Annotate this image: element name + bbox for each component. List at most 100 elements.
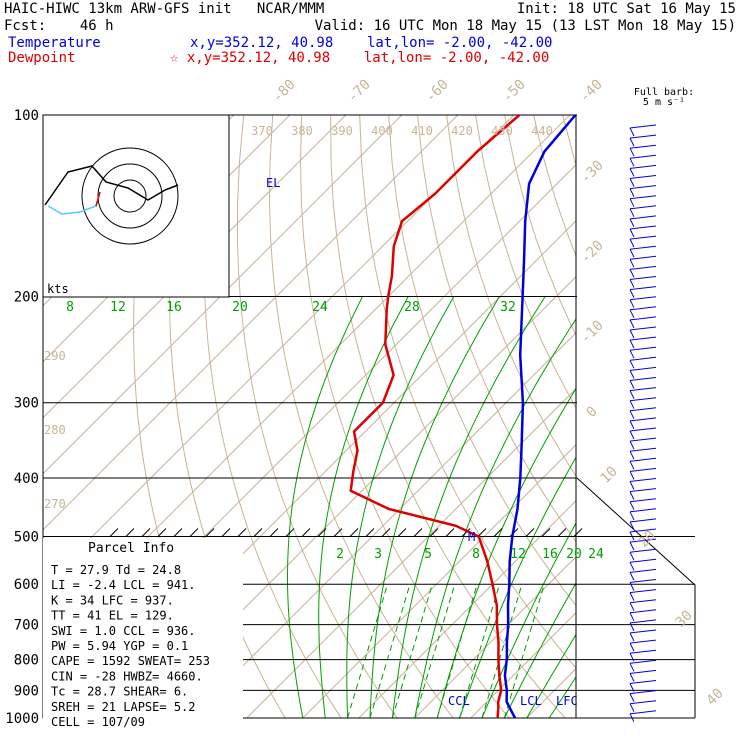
wind-barb-flag xyxy=(629,491,635,500)
dry-adiabat xyxy=(268,115,454,718)
wind-barb xyxy=(629,467,657,472)
wind-barb-flag xyxy=(629,289,635,298)
barb-legend-units: 5 m s⁻¹ xyxy=(643,97,685,108)
wind-barb xyxy=(629,154,657,159)
wind-barb-flag xyxy=(629,380,635,389)
pressure-tick-label: 300 xyxy=(14,396,39,412)
pressure-tick-label: 500 xyxy=(14,529,39,545)
wind-barb-flag xyxy=(629,400,635,409)
wind-barb-flag xyxy=(629,461,635,470)
wind-barb xyxy=(629,205,657,210)
hatch-mark xyxy=(205,528,215,537)
wind-barb-flag xyxy=(629,572,635,581)
wind-barb-flag xyxy=(629,440,635,450)
dewpoint-legend: Dewpoint xyxy=(8,50,76,66)
wind-barb xyxy=(629,225,657,230)
wind-barb xyxy=(629,366,657,371)
wind-barb xyxy=(629,245,657,250)
mixing-ratio-line xyxy=(369,584,411,718)
hatch-mark xyxy=(269,528,279,537)
dry-adiabat xyxy=(533,115,576,257)
wind-barb-flag xyxy=(629,370,635,379)
parcel-info-row: CELL = 107/09 xyxy=(51,715,145,729)
wind-barb xyxy=(629,478,657,482)
mixing-ratio-label: 2 xyxy=(336,547,344,562)
wind-barb xyxy=(629,508,657,513)
hatch-mark xyxy=(541,528,551,537)
pressure-tick-label: 600 xyxy=(14,577,39,593)
isotherm-line xyxy=(43,115,459,531)
parcel-info-row: SREH = 21 LAPSE= 5.2 xyxy=(51,700,196,714)
wind-barb xyxy=(629,538,657,543)
wind-barb-flag xyxy=(629,703,635,712)
wind-barb-flag xyxy=(629,390,635,399)
wind-barb xyxy=(629,387,657,392)
wind-barb-flag xyxy=(629,147,635,157)
hatch-mark xyxy=(301,528,311,537)
moist-adiabat xyxy=(346,296,455,718)
wind-barb xyxy=(629,276,657,280)
wind-barb xyxy=(629,579,657,583)
wind-barb-flag xyxy=(629,127,635,137)
mixing-ratio-label: 3 xyxy=(374,547,382,562)
isotherm-label: -60 xyxy=(423,77,452,106)
isotherm-line xyxy=(43,115,515,587)
wind-barb-flag xyxy=(629,420,635,430)
hodograph-ring xyxy=(113,179,147,213)
wind-barb xyxy=(629,336,657,341)
wind-barb xyxy=(629,265,657,270)
mixing-ratio-label: 32 xyxy=(500,300,516,315)
wind-barb-flag xyxy=(629,339,635,349)
isotherm-label: -50 xyxy=(500,77,529,106)
hodograph-ring xyxy=(97,163,163,229)
wind-barb xyxy=(629,215,657,220)
mixing-ratio-label: 28 xyxy=(404,300,420,315)
wind-barb xyxy=(629,437,657,442)
dry-adiabat xyxy=(330,115,566,718)
dry-adiabat xyxy=(417,115,576,543)
isotherm-label: -70 xyxy=(345,77,374,106)
wind-barb xyxy=(629,417,657,422)
wind-barb-flag xyxy=(629,592,635,601)
isotherm-line xyxy=(470,612,576,718)
wind-barb xyxy=(629,286,657,291)
wind-barb-flag xyxy=(629,471,635,480)
mixing-ratio-line xyxy=(391,584,433,718)
wind-barb xyxy=(629,589,657,594)
wind-barb xyxy=(629,377,657,381)
wind-barb-flag xyxy=(629,541,635,551)
hatch-mark xyxy=(573,528,583,537)
wind-barb xyxy=(629,346,657,351)
wind-barb-flag xyxy=(629,410,635,420)
wind-barb-flag xyxy=(629,430,635,440)
wind-barb-flag xyxy=(629,683,635,692)
wind-barb xyxy=(629,710,657,715)
parcel-info-row: PW = 5.94 YGP = 0.1 xyxy=(51,639,188,653)
wind-barb xyxy=(629,195,657,200)
isotherm-line xyxy=(358,500,576,718)
wind-barb-flag xyxy=(629,259,635,268)
mixing-ratio-label: 24 xyxy=(588,547,604,562)
wind-barb-flag xyxy=(629,511,635,521)
hatch-mark xyxy=(285,528,295,537)
theta-label: 370 xyxy=(251,124,273,138)
wind-barb xyxy=(629,144,657,149)
wind-barb-flag xyxy=(629,562,635,571)
parcel-info-box xyxy=(43,538,243,720)
wind-barb xyxy=(629,599,657,604)
theta-label: 390 xyxy=(331,124,353,138)
wind-barb xyxy=(629,185,657,190)
moist-adiabat xyxy=(503,582,576,718)
wind-barb-flag xyxy=(629,612,635,622)
dry-adiabat xyxy=(708,115,740,718)
hatch-mark xyxy=(253,528,263,537)
theta-label: 440 xyxy=(531,124,553,138)
wind-barb-flag xyxy=(629,531,635,541)
wind-barb-flag xyxy=(629,582,635,591)
temperature-profile xyxy=(503,114,577,719)
hatch-mark xyxy=(157,528,167,537)
wind-barb xyxy=(629,528,657,533)
wind-barb-flag xyxy=(629,652,635,662)
wind-barb xyxy=(629,164,657,169)
lfc-label: LFC xyxy=(556,694,578,708)
